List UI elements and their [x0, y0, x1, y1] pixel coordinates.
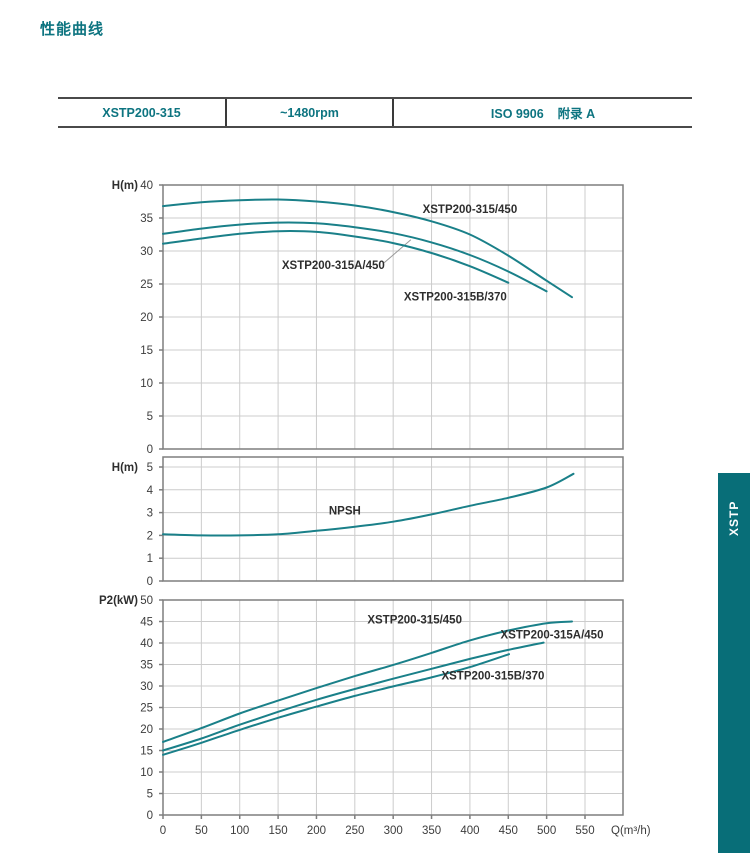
curve-label: NPSH [329, 505, 361, 517]
y-tick-label: 30 [140, 681, 153, 693]
curve-xstp200-315b-370 [162, 230, 510, 284]
y-tick-label: 40 [140, 180, 153, 192]
y-tick-label: 30 [140, 246, 153, 258]
curve-xstp200-315-450 [162, 198, 573, 299]
x-tick-label: 150 [268, 825, 287, 837]
curve-xstp200-315a-450 [162, 221, 548, 293]
table-cell-model: XSTP200-315 [102, 105, 181, 120]
series-side-tab-label: XSTP [727, 500, 741, 536]
y-tick-label: 4 [147, 485, 154, 497]
page-title: 性能曲线 [40, 21, 105, 38]
x-tick-label: 500 [537, 825, 556, 837]
curve-xstp200-315b-370 [162, 653, 510, 756]
y-tick-label: 20 [140, 312, 153, 324]
y-tick-label: 1 [147, 553, 153, 565]
plot-border [162, 456, 624, 582]
y-tick-label: 15 [140, 345, 153, 357]
y-axis-title: P2(kW) [99, 595, 138, 607]
y-tick-label: 25 [140, 279, 153, 291]
y-axis-title: H(m) [112, 462, 138, 474]
x-tick-label: 550 [575, 825, 594, 837]
label-leader-line [383, 239, 412, 264]
x-tick-label: 350 [422, 825, 441, 837]
y-tick-label: 15 [140, 746, 153, 758]
table-cell-speed: ~1480rpm [225, 99, 394, 126]
x-tick-label: 200 [307, 825, 326, 837]
y-tick-label: 2 [147, 530, 153, 542]
y-tick-label: 35 [140, 213, 153, 225]
y-tick-label: 20 [140, 724, 153, 736]
curve-xstp200-315-450 [162, 620, 573, 743]
curve-label: XSTP200-315A/450 [282, 260, 385, 272]
y-tick-label: 45 [140, 617, 153, 629]
curve-xstp200-315a-450 [162, 641, 545, 752]
y-tick-label: 40 [140, 638, 153, 650]
chart-2: 0 1 2 3 4 5 H(m) NPSH [112, 456, 624, 588]
x-tick-label: 0 [160, 825, 166, 837]
chart-1: 0 5 10 15 20 25 30 35 40H(m) XSTP200-315/450 XSTP2… [112, 180, 624, 456]
x-axis-title: Q(m³/h) [611, 825, 651, 837]
y-tick-label: 5 [147, 789, 153, 801]
y-tick-label: 5 [147, 411, 153, 423]
y-tick-label: 0 [147, 444, 153, 456]
x-tick-label: 450 [499, 825, 518, 837]
y-tick-label: 50 [140, 595, 153, 607]
y-tick-label: 0 [147, 576, 153, 588]
x-tick-label: 250 [345, 825, 364, 837]
series-side-tab[interactable]: XSTP [718, 473, 750, 853]
y-tick-label: 35 [140, 660, 153, 672]
spec-table: XSTP200-315 ~1480rpm ISO 9906 附录 A [58, 97, 692, 128]
curve-label: XSTP200-315/450 [367, 614, 462, 626]
curve-label: XSTP200-315A/450 [501, 629, 604, 641]
curve-label: XSTP200-315B/370 [404, 292, 507, 304]
curve-label: XSTP200-315/450 [423, 204, 518, 216]
y-tick-label: 10 [140, 378, 153, 390]
y-tick-label: 3 [147, 508, 153, 520]
x-tick-label: 100 [230, 825, 249, 837]
x-tick-label: 50 [195, 825, 208, 837]
y-tick-label: 10 [140, 767, 153, 779]
table-cell-standard: ISO 9906 附录 A [490, 107, 596, 121]
y-axis-title: H(m) [112, 180, 138, 192]
x-tick-label: 400 [460, 825, 479, 837]
y-tick-label: 25 [140, 703, 153, 715]
curve-npsh [162, 472, 575, 537]
curve-label: XSTP200-315B/370 [441, 670, 544, 682]
x-tick-label: 300 [384, 825, 403, 837]
y-tick-label: 5 [147, 462, 153, 474]
y-tick-label: 0 [147, 810, 153, 822]
